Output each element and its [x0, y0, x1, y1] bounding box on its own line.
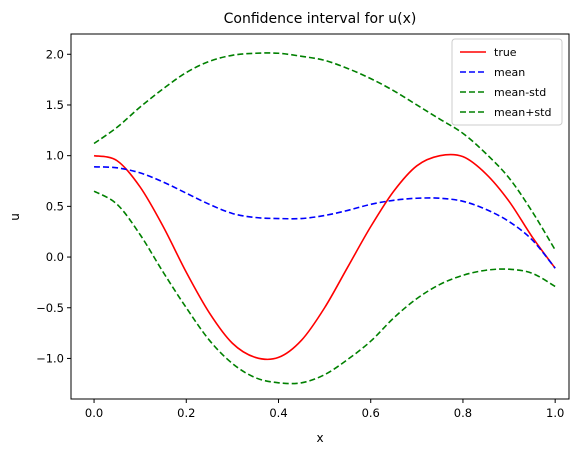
- series-line-mean-std: [93, 190, 556, 385]
- x-axis: 0.0 0.2 0.4 0.6 0.8 1.0: [85, 399, 564, 420]
- y-tick-label: −1.0: [36, 351, 64, 365]
- legend-label-true: true: [494, 46, 517, 59]
- y-axis: −1.0 −0.5 0.0 0.5 1.0 1.5 2.0: [36, 47, 71, 365]
- series-line-mean: [94, 166, 556, 269]
- x-tick-label: 0.0: [85, 406, 103, 420]
- legend-box: [451, 38, 563, 126]
- y-tick-label: 1.5: [46, 98, 64, 112]
- y-tick-label: −0.5: [36, 301, 64, 315]
- y-axis-label: u: [8, 213, 22, 221]
- x-axis-label: x: [316, 431, 323, 445]
- legend-label-mean+std: mean+std: [494, 106, 551, 119]
- legend-label-mean-std: mean-std: [494, 86, 546, 99]
- series-line-mean+std: [93, 52, 556, 251]
- chart-title: Confidence interval for u(x): [224, 11, 417, 27]
- plot-frame: [70, 33, 570, 400]
- x-tick-label: 0.2: [177, 406, 195, 420]
- y-tick-label: 2.0: [46, 47, 64, 61]
- x-tick-label: 0.4: [269, 406, 287, 420]
- series-layer: [93, 52, 556, 385]
- y-tick-label: 0.5: [46, 199, 64, 213]
- y-tick-label: 1.0: [46, 149, 64, 163]
- x-tick-label: 0.8: [454, 406, 472, 420]
- series-line-true: [93, 153, 556, 361]
- legend-label-mean: mean: [494, 66, 525, 79]
- x-tick-label: 0.6: [362, 406, 380, 420]
- x-tick-label: 1.0: [546, 406, 564, 420]
- y-tick-label: 0.0: [46, 250, 64, 264]
- legend: true mean mean-std mean+std: [451, 38, 563, 126]
